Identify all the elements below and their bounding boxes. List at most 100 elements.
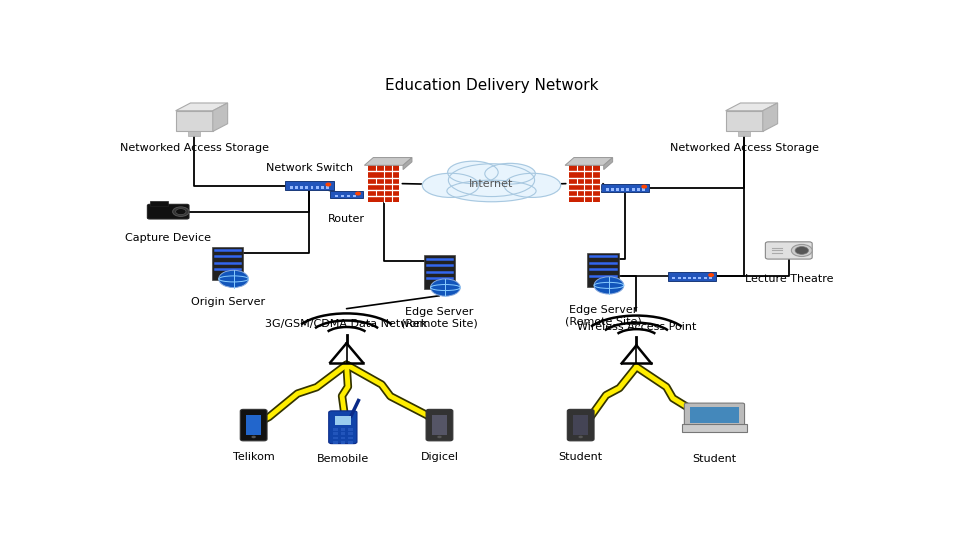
FancyBboxPatch shape	[709, 277, 712, 279]
FancyBboxPatch shape	[340, 437, 345, 440]
Polygon shape	[364, 157, 412, 165]
FancyBboxPatch shape	[682, 424, 747, 432]
Polygon shape	[213, 103, 227, 132]
FancyBboxPatch shape	[150, 201, 168, 206]
Circle shape	[173, 207, 189, 216]
Ellipse shape	[504, 173, 561, 198]
FancyBboxPatch shape	[605, 188, 609, 191]
Text: Wireless Access Point: Wireless Access Point	[576, 321, 696, 332]
FancyBboxPatch shape	[432, 414, 447, 435]
FancyBboxPatch shape	[330, 190, 363, 198]
Circle shape	[642, 185, 646, 188]
Ellipse shape	[447, 180, 536, 202]
FancyBboxPatch shape	[212, 246, 244, 280]
FancyBboxPatch shape	[642, 188, 645, 191]
FancyBboxPatch shape	[348, 428, 353, 431]
FancyBboxPatch shape	[305, 186, 308, 189]
FancyBboxPatch shape	[621, 188, 624, 191]
Circle shape	[326, 183, 331, 186]
Text: 3G/GSM/CDMA Data Network: 3G/GSM/CDMA Data Network	[266, 319, 428, 329]
FancyBboxPatch shape	[333, 432, 338, 435]
Text: Bemobile: Bemobile	[316, 454, 369, 464]
FancyBboxPatch shape	[611, 188, 614, 191]
Text: Capture Device: Capture Device	[126, 233, 211, 243]
FancyBboxPatch shape	[321, 186, 324, 189]
Text: Router: Router	[328, 214, 365, 224]
FancyBboxPatch shape	[368, 165, 399, 202]
Text: Internet: Internet	[469, 180, 514, 189]
FancyBboxPatch shape	[426, 409, 453, 441]
FancyBboxPatch shape	[300, 186, 303, 189]
Text: Student: Student	[558, 452, 603, 462]
FancyBboxPatch shape	[348, 432, 353, 435]
FancyBboxPatch shape	[685, 403, 744, 426]
FancyBboxPatch shape	[353, 195, 356, 197]
FancyBboxPatch shape	[329, 411, 357, 444]
FancyBboxPatch shape	[348, 441, 353, 444]
FancyBboxPatch shape	[341, 195, 344, 197]
Text: Student: Student	[692, 454, 737, 464]
FancyBboxPatch shape	[347, 195, 350, 197]
Circle shape	[791, 244, 812, 256]
FancyBboxPatch shape	[569, 165, 600, 202]
Ellipse shape	[449, 164, 534, 197]
FancyBboxPatch shape	[295, 186, 298, 189]
FancyBboxPatch shape	[148, 204, 189, 219]
Circle shape	[594, 277, 623, 294]
Circle shape	[175, 209, 186, 214]
Circle shape	[431, 279, 460, 296]
Circle shape	[578, 436, 583, 438]
FancyBboxPatch shape	[285, 181, 334, 190]
FancyBboxPatch shape	[340, 441, 345, 444]
FancyBboxPatch shape	[340, 428, 345, 431]
Circle shape	[795, 246, 808, 254]
FancyBboxPatch shape	[340, 432, 345, 435]
FancyBboxPatch shape	[424, 255, 456, 289]
FancyBboxPatch shape	[311, 186, 314, 189]
FancyBboxPatch shape	[626, 188, 629, 191]
Circle shape	[356, 192, 361, 195]
FancyBboxPatch shape	[316, 186, 318, 189]
Circle shape	[437, 436, 442, 438]
Polygon shape	[188, 132, 200, 136]
FancyBboxPatch shape	[601, 184, 649, 192]
FancyBboxPatch shape	[693, 277, 696, 279]
Text: Networked Access Storage: Networked Access Storage	[669, 143, 819, 153]
Polygon shape	[762, 103, 778, 132]
Polygon shape	[403, 157, 412, 170]
FancyBboxPatch shape	[688, 277, 691, 279]
FancyBboxPatch shape	[333, 428, 338, 431]
FancyBboxPatch shape	[698, 277, 701, 279]
Text: Networked Access Storage: Networked Access Storage	[120, 143, 269, 153]
Text: Digicel: Digicel	[420, 452, 458, 462]
FancyBboxPatch shape	[573, 414, 588, 435]
Circle shape	[251, 436, 256, 438]
FancyBboxPatch shape	[678, 277, 681, 279]
Polygon shape	[726, 103, 778, 111]
Polygon shape	[175, 111, 213, 132]
FancyBboxPatch shape	[333, 441, 338, 444]
FancyBboxPatch shape	[765, 242, 812, 259]
FancyBboxPatch shape	[348, 437, 353, 440]
Polygon shape	[726, 111, 762, 132]
FancyBboxPatch shape	[668, 272, 716, 281]
FancyBboxPatch shape	[241, 409, 267, 441]
Text: Telikom: Telikom	[233, 452, 274, 462]
FancyBboxPatch shape	[326, 186, 329, 189]
Ellipse shape	[448, 161, 498, 184]
FancyBboxPatch shape	[587, 253, 619, 287]
Text: Education Delivery Network: Education Delivery Network	[385, 78, 598, 93]
FancyBboxPatch shape	[335, 195, 338, 197]
FancyBboxPatch shape	[704, 277, 707, 279]
FancyBboxPatch shape	[683, 277, 686, 279]
Ellipse shape	[422, 173, 479, 198]
FancyBboxPatch shape	[246, 414, 261, 435]
FancyBboxPatch shape	[568, 409, 594, 441]
FancyBboxPatch shape	[290, 186, 292, 189]
Polygon shape	[604, 157, 613, 170]
FancyBboxPatch shape	[672, 277, 675, 279]
Text: Network Switch: Network Switch	[266, 163, 353, 173]
Text: Lecture Theatre: Lecture Theatre	[744, 274, 833, 284]
Text: Edge Server
(Remote Site): Edge Server (Remote Site)	[401, 306, 478, 328]
FancyBboxPatch shape	[690, 407, 738, 423]
